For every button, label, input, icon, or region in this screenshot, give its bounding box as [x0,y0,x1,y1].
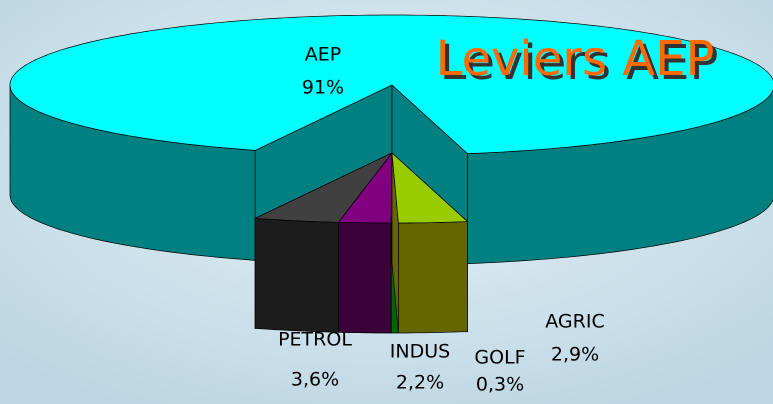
chart-title: Leviers AEP [436,31,715,87]
slice-top [9,14,773,154]
chart-title-shadow: Leviers AEP [440,35,719,91]
pie [9,14,773,334]
slice-label: INDUS [390,341,450,363]
slice-value-label: 91% [302,77,344,99]
slice-value-label: 0,3% [476,374,524,396]
slice-label: GOLF [474,347,525,369]
slice-label: PETROL [278,329,352,351]
slice-value-label: 2,2% [396,372,444,394]
slice-side [398,221,468,334]
slice-value-label: 2,9% [551,344,599,366]
slice-side [254,218,339,333]
slice-top [391,152,469,224]
slice-side [338,221,392,334]
slice-value-label: 3,6% [291,369,339,391]
slice-label: AEP [305,44,341,66]
slice-top [253,152,393,223]
slice-label: AGRIC [545,311,604,333]
slice-top [337,151,393,224]
